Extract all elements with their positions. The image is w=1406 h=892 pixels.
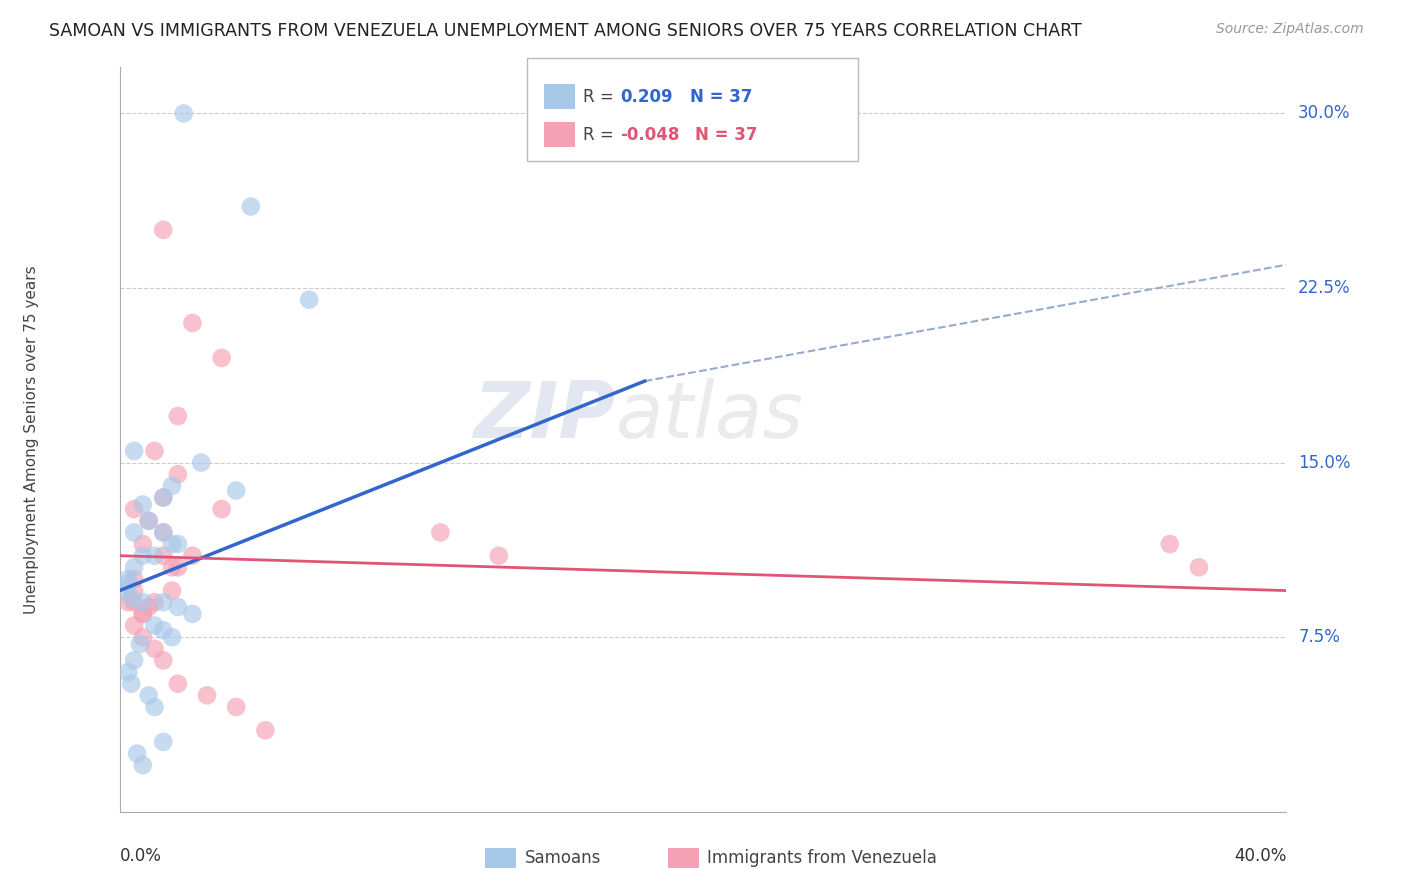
Point — [122, 560, 145, 574]
Point — [429, 525, 451, 540]
Point — [152, 653, 174, 667]
Point — [160, 583, 183, 598]
Point — [1159, 537, 1181, 551]
Text: ZIP: ZIP — [474, 378, 616, 454]
Point — [488, 549, 510, 563]
Point — [1188, 560, 1211, 574]
Point — [117, 572, 139, 586]
Point — [190, 456, 212, 470]
Text: Samoans: Samoans — [524, 849, 600, 867]
Text: Source: ZipAtlas.com: Source: ZipAtlas.com — [1216, 22, 1364, 37]
Point — [122, 572, 145, 586]
Text: SAMOAN VS IMMIGRANTS FROM VENEZUELA UNEMPLOYMENT AMONG SENIORS OVER 75 YEARS COR: SAMOAN VS IMMIGRANTS FROM VENEZUELA UNEM… — [49, 22, 1083, 40]
Text: N = 37: N = 37 — [695, 126, 756, 144]
Point — [138, 514, 160, 528]
Point — [211, 351, 233, 365]
Text: 30.0%: 30.0% — [1298, 104, 1351, 122]
Point — [152, 623, 174, 637]
Point — [298, 293, 321, 307]
Point — [122, 595, 145, 609]
Point — [225, 483, 247, 498]
Point — [225, 700, 247, 714]
Point — [181, 316, 204, 330]
Text: 0.209: 0.209 — [620, 88, 672, 106]
Point — [239, 200, 262, 214]
Point — [132, 630, 155, 644]
Point — [181, 549, 204, 563]
Text: 40.0%: 40.0% — [1234, 847, 1286, 864]
Point — [129, 637, 152, 651]
Point — [160, 479, 183, 493]
Point — [152, 491, 174, 505]
Point — [132, 537, 155, 551]
Point — [166, 537, 188, 551]
Point — [132, 607, 155, 621]
Point — [166, 676, 188, 690]
Text: 15.0%: 15.0% — [1298, 454, 1351, 472]
Text: N = 37: N = 37 — [690, 88, 752, 106]
Point — [132, 758, 155, 772]
Point — [160, 537, 183, 551]
Point — [143, 641, 166, 656]
Text: Immigrants from Venezuela: Immigrants from Venezuela — [707, 849, 936, 867]
Point — [152, 491, 174, 505]
Point — [138, 689, 160, 703]
Point — [166, 599, 188, 614]
Point — [117, 595, 139, 609]
Point — [160, 630, 183, 644]
Point — [132, 607, 155, 621]
Point — [152, 223, 174, 237]
Point — [152, 549, 174, 563]
Text: atlas: atlas — [616, 378, 803, 454]
Point — [254, 723, 277, 738]
Point — [120, 676, 142, 690]
Point — [152, 595, 174, 609]
Point — [122, 618, 145, 632]
Point — [211, 502, 233, 516]
Text: 7.5%: 7.5% — [1298, 628, 1340, 646]
Point — [125, 747, 148, 761]
Point — [122, 444, 145, 458]
Point — [166, 560, 188, 574]
Point — [120, 591, 142, 605]
Point — [152, 525, 174, 540]
Point — [181, 607, 204, 621]
Point — [173, 106, 195, 120]
Text: 0.0%: 0.0% — [120, 847, 162, 864]
Point — [143, 444, 166, 458]
Point — [114, 583, 136, 598]
Point — [122, 525, 145, 540]
Point — [143, 595, 166, 609]
Text: Unemployment Among Seniors over 75 years: Unemployment Among Seniors over 75 years — [24, 265, 39, 614]
Point — [152, 735, 174, 749]
Text: R =: R = — [583, 126, 620, 144]
Point — [138, 599, 160, 614]
Text: R =: R = — [583, 88, 620, 106]
Point — [117, 665, 139, 679]
Point — [132, 549, 155, 563]
Point — [117, 576, 139, 591]
Point — [143, 549, 166, 563]
Point — [132, 498, 155, 512]
Point — [143, 700, 166, 714]
Point — [152, 525, 174, 540]
Point — [195, 689, 218, 703]
Point — [122, 583, 145, 598]
Point — [122, 502, 145, 516]
Point — [160, 560, 183, 574]
Text: -0.048: -0.048 — [620, 126, 679, 144]
Point — [122, 653, 145, 667]
Point — [166, 409, 188, 423]
Point — [138, 514, 160, 528]
Point — [166, 467, 188, 482]
Point — [143, 618, 166, 632]
Text: 22.5%: 22.5% — [1298, 279, 1351, 297]
Point — [132, 595, 155, 609]
